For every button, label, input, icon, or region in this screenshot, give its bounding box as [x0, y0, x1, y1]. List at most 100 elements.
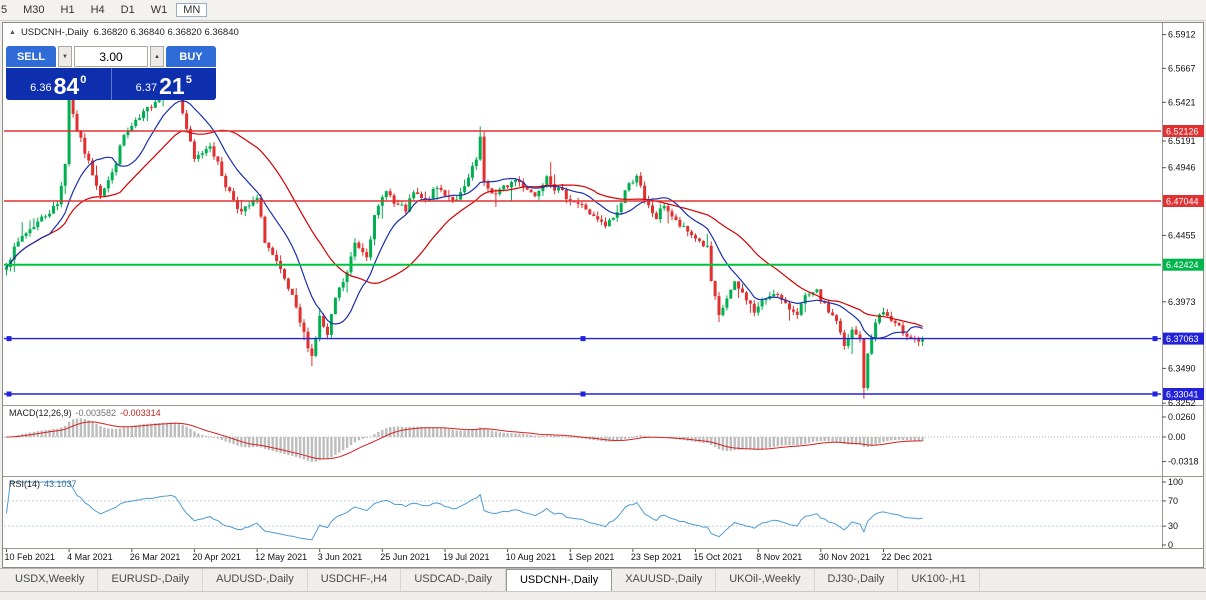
- chart-symbol-header: ▲ USDCNH-,Daily 6.36820 6.36840 6.36820 …: [9, 27, 239, 38]
- chart-tab-bar: USDX,Weekly EURUSD-,Daily AUDUSD-,Daily USD…: [0, 568, 1206, 591]
- trade-panel-controls: SELL ▼ ▲ BUY: [6, 46, 216, 67]
- svg-text:3 Jun 2021: 3 Jun 2021: [318, 552, 363, 562]
- svg-text:20 Apr 2021: 20 Apr 2021: [192, 552, 241, 562]
- svg-text:6.33041: 6.33041: [1166, 390, 1199, 400]
- bid-price-big: 84: [53, 73, 80, 99]
- svg-text:4 Mar 2021: 4 Mar 2021: [67, 552, 113, 562]
- chart-tab-eurusd-daily[interactable]: EURUSD-,Daily: [98, 569, 204, 591]
- svg-text:6.5191: 6.5191: [1168, 136, 1196, 146]
- svg-text:6.3490: 6.3490: [1168, 363, 1196, 373]
- timeframe-button-h1[interactable]: H1: [60, 4, 75, 16]
- hline-handle[interactable]: [580, 391, 586, 397]
- volume-up-button[interactable]: ▲: [150, 46, 164, 67]
- hline-handle[interactable]: [6, 391, 12, 397]
- chart-tab-usdcnh-daily[interactable]: USDCNH-,Daily: [505, 569, 613, 591]
- chart-tab-dj30-daily[interactable]: DJ30-,Daily: [815, 569, 899, 591]
- svg-text:6.3252: 6.3252: [1168, 398, 1196, 408]
- svg-text:6.4946: 6.4946: [1168, 163, 1196, 173]
- svg-text:23 Sep 2021: 23 Sep 2021: [631, 552, 682, 562]
- moving-average-12-line: [6, 100, 923, 339]
- timeframe-button-m30[interactable]: M30: [23, 4, 45, 16]
- rsi-panel: 100 70 30 0: [4, 477, 1183, 550]
- svg-text:1 Sep 2021: 1 Sep 2021: [568, 552, 614, 562]
- chart-tab-xauusd-daily[interactable]: XAUUSD-,Daily: [612, 569, 717, 591]
- hline-handle[interactable]: [1152, 336, 1158, 342]
- status-bar: [0, 591, 1206, 600]
- svg-text:70: 70: [1168, 496, 1178, 506]
- buy-button[interactable]: BUY: [166, 46, 216, 67]
- svg-text:30 Nov 2021: 30 Nov 2021: [819, 552, 870, 562]
- chart-tab-usdx-weekly[interactable]: USDX,Weekly: [2, 569, 99, 591]
- timeframe-button-d1[interactable]: D1: [120, 4, 135, 16]
- one-click-trading-panel: SELL ▼ ▲ BUY 6.36 84 0 6.37 21 5: [6, 46, 216, 100]
- arrow-up-icon: ▲: [154, 53, 160, 60]
- ask-price[interactable]: 6.37 21 5: [112, 68, 217, 100]
- price-badge-6.47044: [1163, 195, 1204, 207]
- macd-signal-value: -0.003314: [120, 408, 161, 418]
- macd-panel: 0.0260 0.00 -0.0318: [4, 412, 1199, 467]
- chart-tab-audusd-daily[interactable]: AUDUSD-,Daily: [203, 569, 308, 591]
- chart-ohlc-values: 6.36820 6.36840 6.36820 6.36840: [93, 27, 239, 38]
- price-badge-6.52126: [1163, 125, 1204, 137]
- chart-tab-usdchf-h4[interactable]: USDCHF-,H4: [308, 569, 402, 591]
- bid-price-sup: 0: [80, 74, 87, 86]
- svg-text:-0.0318: -0.0318: [1168, 457, 1199, 467]
- macd-indicator-title: MACD(12,26,9) -0.003582 -0.003314: [9, 408, 161, 418]
- trade-panel-prices: 6.36 84 0 6.37 21 5: [6, 68, 216, 100]
- price-axis[interactable]: 6.5912 6.5667 6.5421 6.5191 6.4946 6.4455 6.39…: [1162, 30, 1204, 409]
- svg-text:6.37063: 6.37063: [1166, 334, 1199, 344]
- svg-text:6.52126: 6.52126: [1166, 127, 1199, 137]
- arrow-down-icon: ▼: [62, 53, 68, 60]
- chart-tab-usdcad-daily[interactable]: USDCAD-,Daily: [401, 569, 506, 591]
- svg-text:6.5421: 6.5421: [1168, 97, 1196, 107]
- ask-price-big: 21: [159, 73, 185, 99]
- timeframe-button-h4[interactable]: H4: [90, 4, 105, 16]
- svg-text:6.42424: 6.42424: [1166, 260, 1199, 270]
- svg-text:0.0260: 0.0260: [1168, 412, 1196, 422]
- ask-price-prefix: 6.37: [135, 82, 158, 94]
- svg-text:6.5912: 6.5912: [1168, 30, 1196, 40]
- horizontal-lines-layer: [4, 130, 1161, 397]
- svg-text:26 Mar 2021: 26 Mar 2021: [130, 552, 181, 562]
- volume-input[interactable]: [74, 46, 148, 67]
- svg-text:6.47044: 6.47044: [1166, 197, 1199, 207]
- rsi-label: RSI(14): [9, 479, 41, 489]
- macd-signal-line: [6, 421, 923, 460]
- collapse-panel-icon[interactable]: ▲: [9, 29, 16, 36]
- hline-handle[interactable]: [6, 336, 12, 342]
- chart-symbol-label: USDCNH-,Daily: [20, 27, 89, 38]
- svg-text:10 Aug 2021: 10 Aug 2021: [506, 552, 557, 562]
- svg-text:100: 100: [1168, 477, 1183, 487]
- svg-text:12 May 2021: 12 May 2021: [255, 552, 307, 562]
- macd-main-value: -0.003582: [75, 408, 117, 418]
- rsi-indicator-title: RSI(14) 43.1037: [9, 479, 77, 489]
- macd-label: MACD(12,26,9): [9, 408, 72, 418]
- svg-text:19 Jul 2021: 19 Jul 2021: [443, 552, 490, 562]
- svg-text:6.5667: 6.5667: [1168, 63, 1196, 73]
- svg-text:30: 30: [1168, 521, 1178, 531]
- ask-price-sup: 5: [185, 74, 192, 86]
- price-badge-6.33041: [1163, 388, 1204, 400]
- hline-handle[interactable]: [1152, 391, 1158, 397]
- timeframe-button-5[interactable]: 5: [1, 4, 8, 16]
- svg-text:15 Oct 2021: 15 Oct 2021: [694, 552, 743, 562]
- svg-text:0.00: 0.00: [1168, 432, 1186, 442]
- timeframe-button-w1[interactable]: W1: [150, 4, 168, 16]
- timeframe-button-mn[interactable]: MN: [176, 3, 208, 17]
- volume-down-button[interactable]: ▼: [58, 46, 72, 67]
- svg-text:0: 0: [1168, 540, 1173, 550]
- svg-text:6.4455: 6.4455: [1168, 230, 1196, 240]
- chart-tab-uk100-h1[interactable]: UK100-,H1: [898, 569, 980, 591]
- svg-text:6.3973: 6.3973: [1168, 297, 1196, 307]
- svg-text:10 Feb 2021: 10 Feb 2021: [5, 552, 56, 562]
- hline-handle[interactable]: [580, 336, 586, 342]
- timeframe-toolbar: 5 M30 H1 H4 D1 W1 MN: [0, 0, 1206, 21]
- date-axis[interactable]: 10 Feb 2021 4 Mar 2021 26 Mar 2021 20 Apr 2…: [5, 549, 933, 562]
- chart-tab-ukoil-weekly[interactable]: UKOil-,Weekly: [716, 569, 815, 591]
- price-badge-6.37063: [1163, 332, 1204, 345]
- svg-text:22 Dec 2021: 22 Dec 2021: [882, 552, 933, 562]
- rsi-value: 43.1037: [44, 479, 77, 489]
- sell-button[interactable]: SELL: [6, 46, 56, 67]
- bid-price[interactable]: 6.36 84 0: [6, 68, 112, 100]
